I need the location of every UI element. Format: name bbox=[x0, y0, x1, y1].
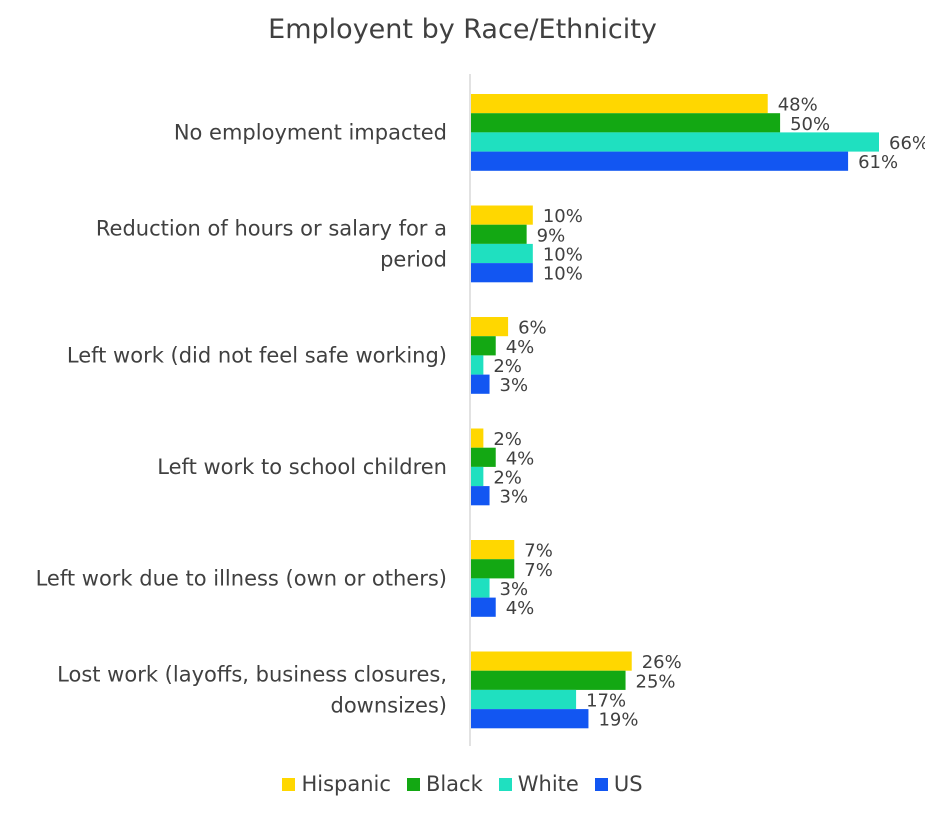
data-label: 7% bbox=[524, 541, 553, 562]
bar-black bbox=[471, 670, 626, 690]
bar-hispanic bbox=[471, 94, 768, 114]
data-label: 4% bbox=[506, 337, 535, 358]
data-label: 2% bbox=[493, 356, 522, 377]
data-label: 17% bbox=[586, 691, 626, 712]
data-label: 25% bbox=[636, 671, 676, 692]
legend-item-hispanic: Hispanic bbox=[282, 772, 391, 796]
data-label: 19% bbox=[598, 710, 638, 731]
bar-hispanic bbox=[471, 651, 632, 671]
legend-label: US bbox=[613, 772, 643, 796]
data-label: 66% bbox=[889, 133, 925, 154]
legend-swatch bbox=[282, 777, 296, 791]
bar-us bbox=[471, 263, 533, 283]
legend-item-us: US bbox=[594, 772, 643, 796]
data-label: 3% bbox=[500, 375, 529, 396]
bar-white bbox=[471, 466, 484, 487]
category-label: Lost work (layoffs, business closures, do… bbox=[57, 662, 447, 717]
data-label: 3% bbox=[500, 579, 529, 600]
legend-label: Hispanic bbox=[301, 772, 391, 796]
bar-black bbox=[471, 224, 527, 244]
data-label: 6% bbox=[518, 318, 547, 339]
category-label: Left work to school children bbox=[157, 455, 447, 479]
bar-white bbox=[471, 355, 484, 375]
bar-us bbox=[471, 151, 849, 171]
legend-label: White bbox=[517, 772, 579, 796]
legend: Hispanic Black White US bbox=[0, 772, 925, 796]
bar-black bbox=[471, 336, 496, 356]
data-label: 61% bbox=[858, 152, 898, 173]
data-label: 2% bbox=[493, 429, 522, 450]
data-label: 50% bbox=[790, 114, 830, 135]
legend-item-white: White bbox=[498, 772, 579, 796]
data-label: 9% bbox=[537, 225, 566, 246]
bar-hispanic bbox=[471, 317, 509, 337]
chart-title: Employent by Race/Ethnicity bbox=[268, 14, 657, 45]
category-label: Reduction of hours or salary for a period bbox=[96, 216, 447, 271]
bar-us bbox=[471, 486, 490, 506]
category-label: Left work due to illness (own or others) bbox=[36, 566, 447, 590]
category-label: No employment impacted bbox=[174, 120, 447, 144]
bar-black bbox=[471, 559, 515, 579]
bar-hispanic bbox=[471, 540, 515, 560]
bar-hispanic bbox=[471, 428, 484, 448]
data-label: 26% bbox=[642, 652, 682, 673]
legend-swatch bbox=[594, 777, 608, 791]
data-label: 4% bbox=[506, 598, 535, 619]
bar-us bbox=[471, 374, 490, 394]
bar-white bbox=[471, 243, 533, 264]
legend-swatch bbox=[406, 777, 420, 791]
bar-white bbox=[471, 689, 577, 710]
bar-black bbox=[471, 447, 496, 467]
data-label: 10% bbox=[543, 245, 583, 266]
data-label: 48% bbox=[778, 95, 818, 116]
data-label: 4% bbox=[506, 448, 535, 469]
legend-swatch bbox=[498, 777, 512, 791]
legend-label: Black bbox=[425, 772, 483, 796]
bar-white bbox=[471, 132, 879, 152]
bar-us bbox=[471, 597, 496, 617]
data-label: 3% bbox=[500, 487, 529, 508]
bar-hispanic bbox=[471, 205, 533, 225]
category-label: Left work (did not feel safe working) bbox=[67, 343, 447, 367]
bar-black bbox=[471, 113, 781, 133]
bar-us bbox=[471, 709, 589, 729]
data-label: 10% bbox=[543, 264, 583, 285]
data-label: 7% bbox=[524, 560, 553, 581]
data-label: 10% bbox=[543, 206, 583, 227]
legend-item-black: Black bbox=[406, 772, 483, 796]
bar-white bbox=[471, 578, 490, 598]
data-label: 2% bbox=[493, 468, 522, 489]
